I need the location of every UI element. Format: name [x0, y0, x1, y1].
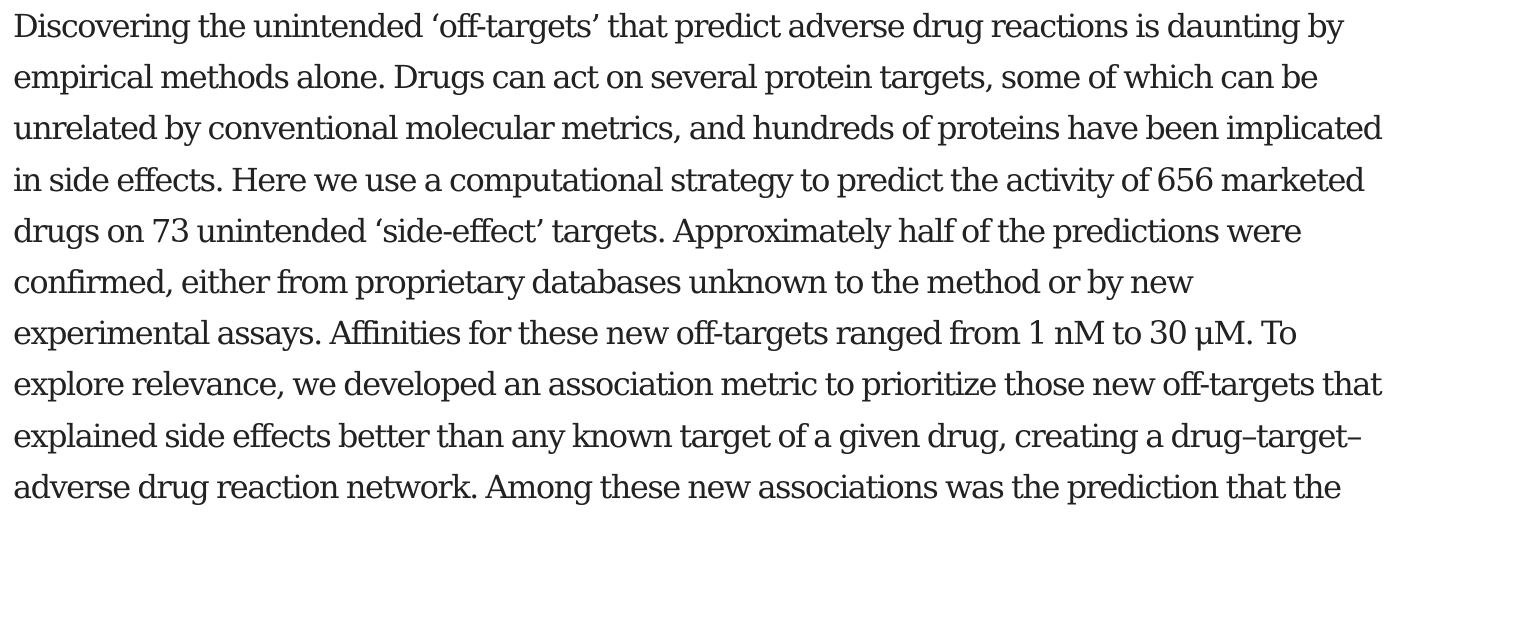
abstract-line: experimental assays. Affinities for thes… — [13, 314, 1298, 353]
abstract-paragraph: Discovering the unintended ‘off-targets’… — [13, 0, 1526, 513]
abstract-line: empirical methods alone. Drugs can act o… — [13, 58, 1319, 97]
abstract-line: Discovering the unintended ‘off-targets’… — [13, 7, 1344, 45]
abstract-line: confirmed, either from proprietary datab… — [13, 262, 1194, 301]
abstract-line: adverse drug reaction network. Among the… — [13, 467, 1342, 506]
abstract-line: explained side effects better than any k… — [13, 416, 1362, 455]
abstract-line: in side effects. Here we use a computati… — [13, 160, 1365, 199]
abstract-line: explore relevance, we developed an assoc… — [13, 365, 1383, 404]
abstract-line: unrelated by conventional molecular metr… — [13, 109, 1383, 148]
abstract-line: drugs on 73 unintended ‘side-effect’ tar… — [13, 211, 1302, 250]
